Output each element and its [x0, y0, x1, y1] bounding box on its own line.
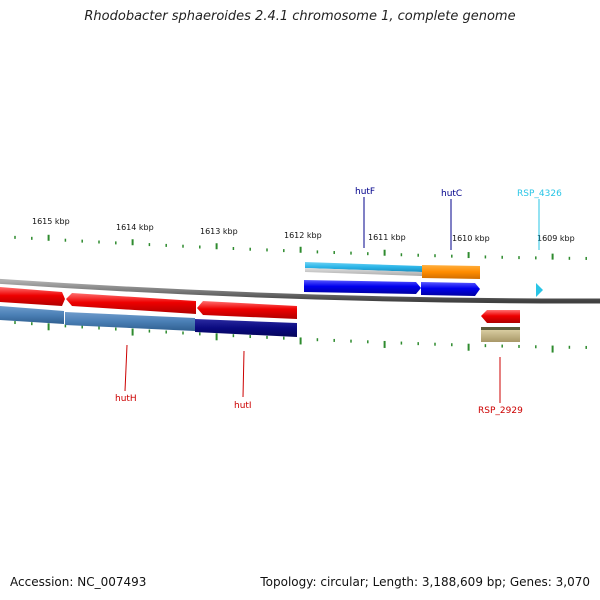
gene-label-hutH[interactable]: hutH [115, 394, 137, 404]
cds-arrow-hutI[interactable] [197, 301, 297, 319]
scale-ticks-top [14, 234, 587, 260]
gene-label-RSP_4326[interactable]: RSP_4326 [517, 189, 562, 199]
gene-label-hutI[interactable]: hutI [234, 401, 252, 411]
scale-ticks-bottom [14, 321, 587, 353]
feature-bar-RSP_2929[interactable] [481, 330, 520, 342]
feature-bar-steel-left[interactable] [0, 306, 64, 324]
genome-backbone [0, 278, 600, 304]
leader-line-hutI [242, 350, 245, 398]
leader-line-hutH [124, 344, 128, 392]
gene-label-RSP_2929[interactable]: RSP_2929 [478, 406, 523, 416]
gene-label-hutC[interactable]: hutC [441, 189, 462, 199]
feature-bar-hutF[interactable] [305, 262, 422, 272]
gene-label-hutF[interactable]: hutF [355, 187, 375, 197]
cds-arrow-hutC[interactable] [421, 282, 480, 296]
feature-bar-RSP_2929-line[interactable] [481, 327, 520, 330]
cds-arrow-hutH[interactable] [66, 293, 196, 314]
scale-label-1612: 1612 kbp [284, 231, 322, 240]
feature-bar-hutH[interactable] [65, 312, 195, 331]
scale-label-1615: 1615 kbp [32, 217, 70, 226]
scale-label-1610: 1610 kbp [452, 234, 490, 243]
cds-arrow-left-edge[interactable] [0, 287, 65, 306]
cds-arrow-RSP_2929[interactable] [481, 310, 520, 323]
cds-arrow-hutF[interactable] [304, 280, 421, 294]
scale-label-1614: 1614 kbp [116, 223, 154, 232]
scale-label-1609: 1609 kbp [537, 234, 575, 243]
scale-label-1613: 1613 kbp [200, 227, 238, 236]
genome-stats-text: Topology: circular; Length: 3,188,609 bp… [260, 575, 590, 589]
accession-text: Accession: NC_007493 [10, 575, 147, 589]
feature-bar-hutI[interactable] [195, 319, 297, 337]
feature-bar-hutC[interactable] [422, 265, 480, 279]
page-title: Rhodobacter sphaeroides 2.4.1 chromosome… [84, 9, 516, 24]
feature-bar-hutF-grey[interactable] [305, 268, 422, 276]
scale-label-1611: 1611 kbp [368, 233, 406, 242]
cds-arrow-RSP_4326[interactable] [536, 283, 543, 297]
